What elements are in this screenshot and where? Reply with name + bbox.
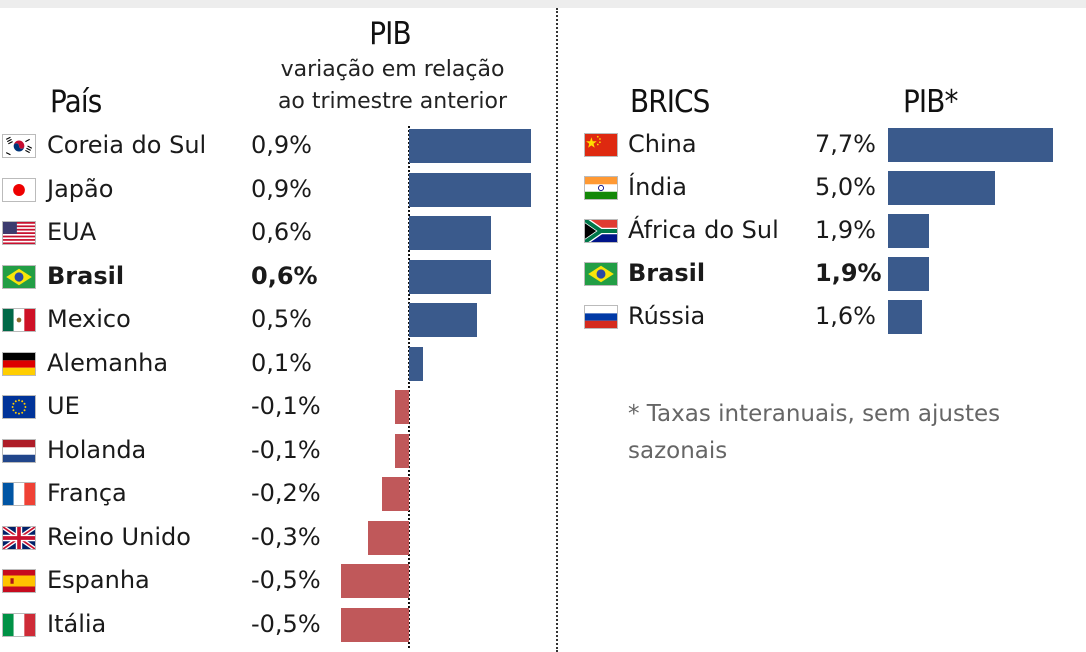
value-label-alemanha: 0,1% [251,348,312,377]
it-flag-icon [2,612,36,637]
bar-reino-unido [368,520,409,555]
country-label-ue: UE [47,392,80,420]
brics-value-label-africa-do-sul: 1,9% [815,216,876,244]
brics-country-label-africa-do-sul: África do Sul [628,216,779,244]
footnote: * Taxas interanuais, sem ajustes sazonai… [628,401,1001,464]
country-label-italia: Itália [47,609,107,638]
country-header: País [50,84,102,120]
value-label-espanha: -0,5% [251,566,321,594]
jp-flag-icon [2,177,36,202]
brics-value-label-china: 7,7% [815,130,876,158]
country-label-mexico: Mexico [47,305,131,333]
bar-espanha [341,564,409,598]
country-label-japao: Japão [47,174,114,203]
brics-country-label-china: China [628,130,697,158]
bar-alemanha [409,346,423,381]
value-label-coreia-do-sul: 0,9% [251,131,312,159]
value-label-mexico: 0,5% [251,305,312,333]
es-flag-icon [2,569,36,593]
subtitle-line-2: ao trimestre anterior [277,89,508,114]
brics-bar-brasil [888,257,929,291]
brics-header: BRICS [630,84,710,120]
country-label-franca: França [47,479,127,507]
brics-country-label-brasil: Brasil [628,259,706,287]
bar-holanda [395,433,409,468]
de-flag-icon [2,351,36,376]
bar-franca [381,477,409,511]
za-flag-icon [584,219,618,243]
gb-flag-icon [2,525,36,550]
top-strip [0,0,1086,8]
brics-bar-africa-do-sul [888,214,929,248]
subtitle-line-1: variação em relação [280,57,505,82]
ru-flag-icon [584,305,618,329]
country-label-alemanha: Alemanha [47,348,169,377]
eu-flag-icon [2,395,36,419]
bar-mexico [409,303,477,337]
us-flag-icon [2,221,36,245]
in-flag-icon [584,176,618,200]
nl-flag-icon [2,438,36,463]
bar-japao [409,172,532,207]
brics-chart-title: PIB* [903,84,958,120]
brics-bar-russia [888,300,923,334]
country-label-holanda: Holanda [47,435,147,464]
country-label-espanha: Espanha [47,566,150,594]
br-flag-icon [2,264,36,289]
value-label-brasil: 0,6% [251,261,318,290]
chart-title: PIB [369,16,411,52]
value-label-italia: -0,5% [251,609,321,638]
fr-flag-icon [2,482,36,506]
brics-country-label-russia: Rússia [628,302,706,330]
value-label-reino-unido: -0,3% [251,522,321,551]
zero-axis-line [408,126,410,648]
bar-eua [409,216,491,250]
kr-flag-icon [2,134,36,158]
brics-value-label-india: 5,0% [815,173,876,201]
value-label-eua: 0,6% [251,218,312,246]
value-label-japao: 0,9% [251,174,312,203]
brics-value-label-russia: 1,6% [815,302,876,330]
brics-bar-india [888,171,995,205]
br-flag-icon [584,262,618,286]
value-label-ue: -0,1% [251,392,321,420]
bar-coreia-do-sul [409,129,532,163]
mx-flag-icon [2,308,36,332]
country-label-reino-unido: Reino Unido [47,522,191,551]
bar-italia [341,607,409,642]
panel-divider [556,8,558,652]
country-label-coreia-do-sul: Coreia do Sul [47,131,207,159]
value-label-franca: -0,2% [251,479,321,507]
brics-bar-china [888,128,1053,162]
value-label-holanda: -0,1% [251,435,321,464]
brics-value-label-brasil: 1,9% [815,259,882,287]
country-label-brasil: Brasil [47,261,125,290]
chart-subtitle: variação em relação ao trimestre anterio… [250,54,535,118]
brics-country-label-india: Índia [628,173,687,201]
country-label-eua: EUA [47,218,97,246]
bar-brasil [409,259,491,294]
bar-ue [395,390,409,424]
cn-flag-icon [584,133,618,157]
